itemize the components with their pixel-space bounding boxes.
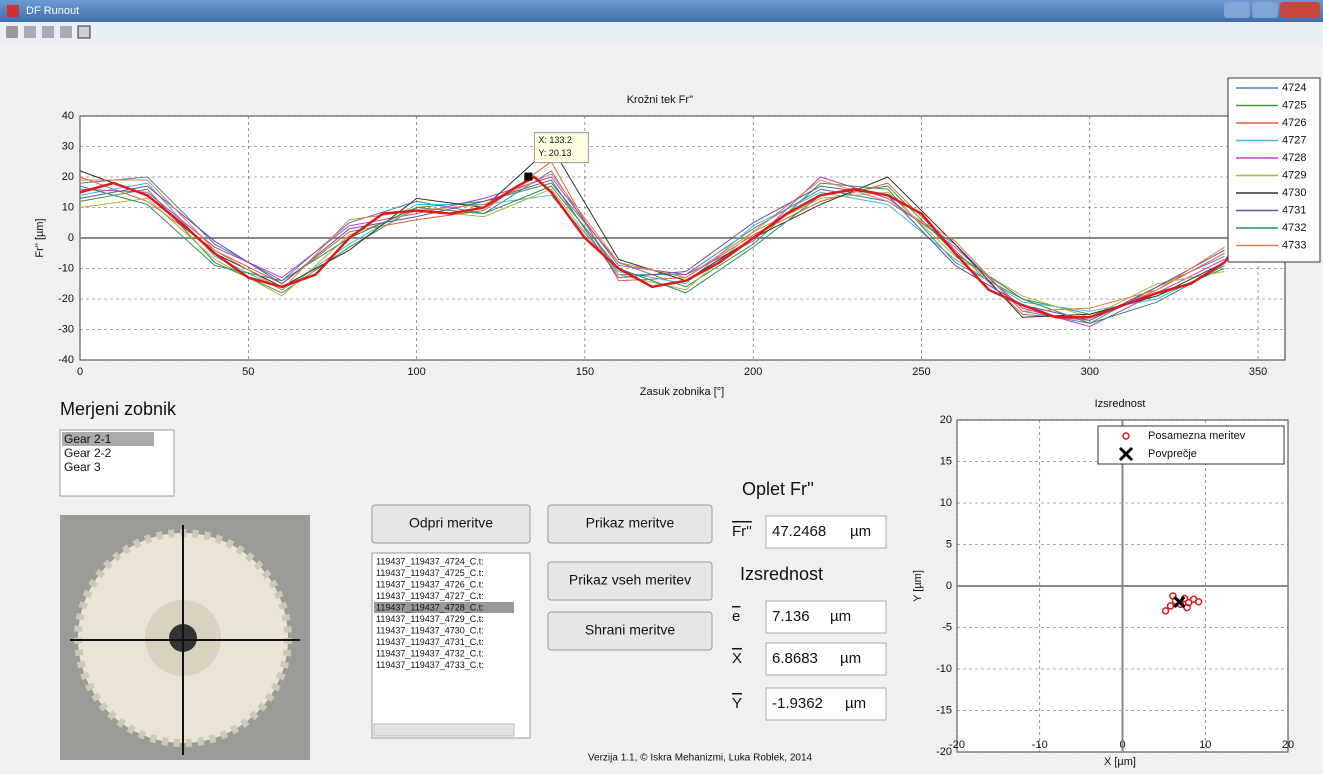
legend-label: Posamezna meritev — [1148, 430, 1246, 442]
legend-label: 4727 — [1282, 134, 1306, 146]
legend-label: 4726 — [1282, 117, 1306, 129]
y-tick-label: 0 — [946, 580, 952, 592]
y-tick-label: -10 — [936, 663, 952, 675]
show-all-button-label: Prikaz vseh meritev — [569, 572, 691, 588]
maximize-button[interactable] — [1252, 2, 1278, 18]
x-tick-label: 0 — [77, 366, 83, 378]
ecc-title: Izsrednost — [740, 564, 823, 584]
close-button[interactable] — [1280, 2, 1320, 18]
file-item[interactable]: 119437_119437_4726_C.t: — [376, 579, 484, 589]
y-tick-label: 10 — [940, 497, 952, 509]
save-button-label: Shrani meritve — [585, 622, 675, 638]
datatip-marker — [524, 173, 532, 181]
gear-item[interactable]: Gear 3 — [64, 460, 101, 474]
y-tick-label: 10 — [62, 201, 74, 213]
y-label: Y — [732, 695, 742, 712]
gear-item[interactable]: Gear 2-2 — [64, 446, 112, 460]
datatip-y: Y: 20.13 — [538, 148, 571, 158]
y-tick-label: 15 — [940, 455, 952, 467]
legend-label: 4728 — [1282, 152, 1306, 164]
file-item[interactable]: 119437_119437_4729_C.t: — [376, 614, 484, 624]
y-tick-label: -20 — [58, 293, 74, 305]
minimize-button[interactable] — [1224, 2, 1250, 18]
scatter-x-label: X [µm] — [1104, 756, 1136, 768]
y-tick-label: -40 — [58, 354, 74, 366]
x-tick-label: -10 — [1032, 739, 1048, 751]
x-tick-label: 200 — [744, 366, 762, 378]
x-unit: µm — [840, 650, 861, 667]
y-tick-label: -15 — [936, 704, 952, 716]
runout-title: Oplet Fr'' — [742, 479, 814, 499]
page: {"window": {"title": "DF Runout"}, "main… — [0, 0, 1323, 769]
app-window: DF Runout Krožni tek Fr'' Zasuk zobnika … — [0, 0, 1323, 769]
window-title: DF Runout — [26, 5, 79, 17]
file-item[interactable]: 119437_119437_4728_C.t: — [376, 602, 484, 612]
y-tick-label: -10 — [58, 262, 74, 274]
x-tick-label: 350 — [1249, 366, 1267, 378]
y-tick-label: 40 — [62, 110, 74, 122]
legend-label: 4733 — [1282, 239, 1306, 251]
scatter-y-label: Y [µm] — [912, 570, 924, 602]
toolbar — [0, 22, 1323, 42]
y-tick-label: 20 — [940, 414, 952, 426]
x-tick-label: 250 — [912, 366, 930, 378]
x-tick-label: 100 — [407, 366, 425, 378]
legend-label: 4725 — [1282, 99, 1306, 111]
tool-zoom-out[interactable] — [42, 26, 54, 38]
x-axis-label: Zasuk zobnika [°] — [640, 386, 725, 398]
file-item[interactable]: 119437_119437_4731_C.t: — [376, 637, 484, 647]
legend-label: 4732 — [1282, 222, 1306, 234]
file-item[interactable]: 119437_119437_4730_C.t: — [376, 625, 484, 635]
footer: Verzija 1.1, © Iskra Mehanizmi, Luka Rob… — [588, 753, 813, 764]
title-bar — [0, 0, 1323, 22]
legend-label: 4729 — [1282, 169, 1306, 181]
fr-unit: µm — [850, 523, 871, 540]
file-item[interactable]: 119437_119437_4733_C.t: — [376, 660, 484, 670]
y-tick-label: 0 — [68, 232, 74, 244]
fr-label: Fr'' — [732, 523, 752, 540]
file-item[interactable]: 119437_119437_4725_C.t: — [376, 568, 484, 578]
y-tick-label: 30 — [62, 140, 74, 152]
x-tick-label: 50 — [242, 366, 254, 378]
scrollbar[interactable] — [374, 724, 514, 736]
y-tick-label: -20 — [936, 746, 952, 758]
scatter-title: Izsrednost — [1095, 398, 1146, 410]
x-tick-label: 150 — [576, 366, 594, 378]
open-button-label: Odpri meritve — [409, 515, 493, 531]
x-tick-label: 20 — [1282, 739, 1294, 751]
show-button-label: Prikaz meritve — [586, 515, 675, 531]
y-axis-label: Fr'' [µm] — [34, 218, 46, 257]
main-title: Krožni tek Fr'' — [627, 94, 694, 106]
x-tick-label: 10 — [1199, 739, 1211, 751]
y-tick-label: 20 — [62, 171, 74, 183]
legend-label: 4724 — [1282, 82, 1306, 94]
file-item[interactable]: 119437_119437_4727_C.t: — [376, 591, 484, 601]
file-item[interactable]: 119437_119437_4732_C.t: — [376, 648, 484, 658]
y-tick-label: 5 — [946, 538, 952, 550]
x-value: 6.8683 — [772, 650, 818, 667]
y-unit: µm — [845, 695, 866, 712]
y-value: -1.9362 — [772, 695, 823, 712]
y-tick-label: -30 — [58, 323, 74, 335]
datatip-x: X: 133.2 — [538, 135, 572, 145]
e-unit: µm — [830, 608, 851, 625]
x-label: X — [732, 650, 742, 667]
file-item[interactable]: 119437_119437_4724_C.t: — [376, 556, 484, 566]
legend-label: 4731 — [1282, 204, 1306, 216]
app-icon — [7, 5, 19, 17]
tool-pan[interactable] — [60, 26, 72, 38]
tool-print[interactable] — [6, 26, 18, 38]
y-tick-label: -5 — [942, 621, 952, 633]
x-tick-label: 300 — [1081, 366, 1099, 378]
e-label: e — [732, 608, 740, 625]
legend-label: Povprečje — [1148, 448, 1197, 460]
gear-label: Merjeni zobnik — [60, 399, 177, 419]
legend-label: 4730 — [1282, 187, 1306, 199]
fr-value: 47.2468 — [772, 523, 826, 540]
tool-zoom-in[interactable] — [24, 26, 36, 38]
e-value: 7.136 — [772, 608, 810, 625]
gear-item[interactable]: Gear 2-1 — [64, 432, 112, 446]
tool-datacursor[interactable] — [78, 26, 90, 38]
